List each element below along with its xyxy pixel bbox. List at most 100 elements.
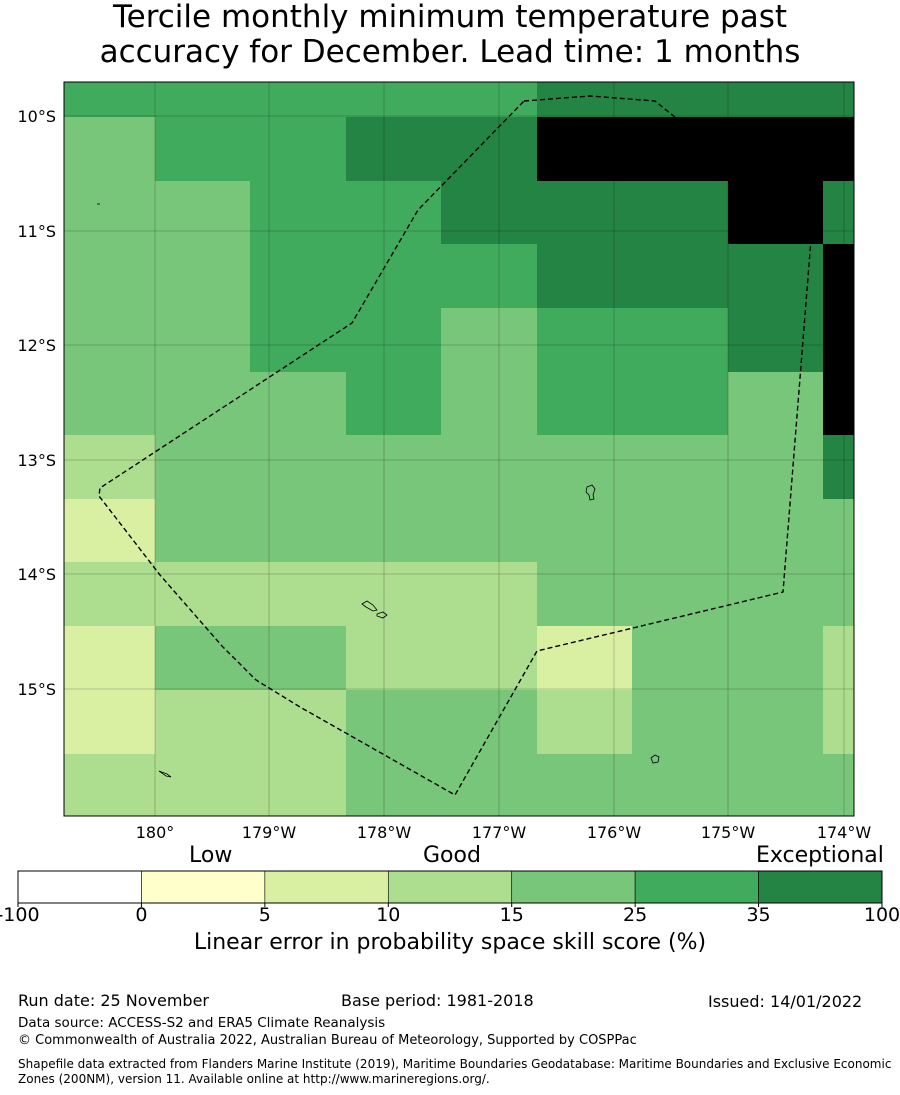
grid-cell <box>346 181 441 244</box>
colorbar-tick-label: 5 <box>259 904 271 926</box>
grid-cell <box>632 181 728 244</box>
colorbar-tick-label: 10 <box>376 904 400 926</box>
longitude-tick-label: 177°W <box>472 823 527 842</box>
grid-cell <box>64 308 155 372</box>
grid-cell <box>346 435 441 499</box>
grid-cell <box>155 435 250 499</box>
map-panel: 180° 179°W 178°W 177°W 176°W 175°W 174°W 10°S 1… <box>17 81 872 842</box>
grid-cell <box>250 372 346 435</box>
colorbar-segments <box>17 870 883 904</box>
colorbar-segment <box>387 870 513 904</box>
grid-cell <box>250 626 346 690</box>
grid-cell <box>155 82 250 117</box>
grid-cell <box>537 562 632 626</box>
grid-cell <box>823 117 854 181</box>
grid-cell <box>632 372 728 435</box>
grid-cell <box>441 372 537 435</box>
colorbar-ticks: -100 0 5 10 15 25 35 100 <box>0 903 900 926</box>
latitude-ticks: 10°S 11°S 12°S 13°S 14°S 15°S <box>17 107 56 699</box>
grid-cell <box>250 435 346 499</box>
grid-cell <box>441 499 537 562</box>
colorbar-segment <box>17 870 142 904</box>
grid-cell <box>250 244 346 308</box>
grid-cell <box>728 181 823 244</box>
grid-cell <box>155 244 250 308</box>
colorbar-tick-label: 0 <box>135 904 147 926</box>
colorbar-segment <box>758 870 883 904</box>
grid-cell <box>537 372 632 435</box>
colorbar-tick-label: 25 <box>623 904 647 926</box>
grid-cell <box>537 626 632 690</box>
grid-cell <box>537 690 632 754</box>
grid-cell <box>823 499 854 562</box>
grid-cell <box>728 372 823 435</box>
legend-low-label: Low <box>189 843 233 868</box>
colorbar-tick-label: 35 <box>746 904 770 926</box>
run-date: Run date: 25 November <box>18 991 209 1010</box>
grid-cell <box>346 754 441 816</box>
grid-cell <box>823 754 854 816</box>
grid-cell <box>632 82 728 117</box>
island-small-east <box>650 754 660 764</box>
issued-date: Issued: 14/01/2022 <box>708 992 863 1011</box>
grid-cell <box>64 244 155 308</box>
islands <box>97 203 660 778</box>
grid-cell <box>250 690 346 754</box>
title-line-1: Tercile monthly minimum temperature past <box>112 0 788 35</box>
grid-cell <box>155 562 250 626</box>
grid-cell <box>155 181 250 244</box>
grid-cell <box>346 499 441 562</box>
grid-cell <box>441 244 537 308</box>
grid-cell <box>823 626 854 690</box>
grid-cell <box>155 372 250 435</box>
grid-cell <box>632 626 728 690</box>
grid-cell <box>823 181 854 244</box>
longitude-ticks: 180° 179°W 178°W 177°W 176°W 175°W 174°W <box>136 823 872 842</box>
grid-cell <box>728 435 823 499</box>
grid-cell <box>64 435 155 499</box>
grid-cell <box>441 435 537 499</box>
grid-cell <box>537 117 632 181</box>
grid-cell <box>537 499 632 562</box>
grid-cell <box>250 117 346 181</box>
grid-cell <box>441 117 537 181</box>
legend-exceptional-label: Exceptional <box>756 843 884 868</box>
copyright: © Commonwealth of Australia 2022, Austra… <box>18 1033 637 1048</box>
grid-cell <box>250 499 346 562</box>
chart-title: Tercile monthly minimum temperature past… <box>0 0 900 70</box>
colorbar-tick-label: 15 <box>500 904 524 926</box>
latitude-tick-label: 11°S <box>17 222 56 241</box>
grid-cell <box>728 754 823 816</box>
island-futuna <box>361 600 378 612</box>
shapefile-credit: Shapefile data extracted from Flanders M… <box>18 1057 892 1086</box>
colorbar: -100 0 5 10 15 25 35 100 <box>0 870 900 926</box>
grid-cell <box>155 754 250 816</box>
grid-cell <box>823 244 854 308</box>
grid-cell <box>346 690 441 754</box>
grid-cell <box>155 499 250 562</box>
grid-cell <box>346 626 441 690</box>
grid-cell <box>728 117 823 181</box>
grid-cell <box>823 308 854 372</box>
grid-cell <box>537 435 632 499</box>
grid-cell <box>64 690 155 754</box>
grid-cell <box>441 690 537 754</box>
grid-cell <box>64 372 155 435</box>
grid-cell <box>64 562 155 626</box>
grid-cell <box>728 499 823 562</box>
grid-cell <box>823 372 854 435</box>
grid-cell <box>632 244 728 308</box>
longitude-tick-label: 180° <box>136 823 175 842</box>
grid-cell <box>64 499 155 562</box>
grid-cell <box>632 562 728 626</box>
longitude-tick-label: 178°W <box>357 823 412 842</box>
grid-cell <box>823 690 854 754</box>
grid-cell <box>537 244 632 308</box>
grid-cell <box>250 308 346 372</box>
grid-cell <box>441 626 537 690</box>
grid-cell <box>250 82 346 117</box>
colorbar-tick-label: 100 <box>864 904 900 926</box>
grid-cell <box>64 117 155 181</box>
longitude-tick-label: 175°W <box>701 823 756 842</box>
data-source: Data source: ACCESS-S2 and ERA5 Climate … <box>18 1015 386 1031</box>
